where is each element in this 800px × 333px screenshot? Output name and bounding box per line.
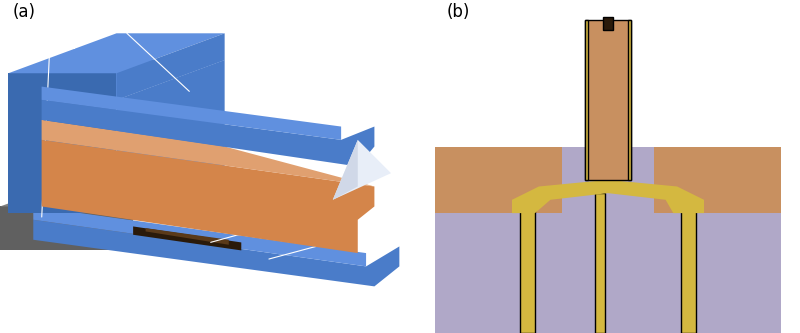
Polygon shape	[333, 140, 358, 200]
Polygon shape	[34, 206, 366, 266]
Polygon shape	[8, 33, 225, 73]
Polygon shape	[8, 100, 117, 213]
Polygon shape	[42, 87, 341, 140]
Polygon shape	[117, 33, 225, 100]
Polygon shape	[42, 100, 374, 166]
Text: Polymer core: Polymer core	[341, 152, 410, 191]
FancyBboxPatch shape	[681, 206, 696, 333]
FancyBboxPatch shape	[520, 206, 535, 333]
Polygon shape	[512, 180, 608, 213]
Polygon shape	[0, 206, 133, 250]
Polygon shape	[133, 226, 242, 250]
Polygon shape	[608, 180, 704, 213]
Polygon shape	[8, 60, 225, 100]
FancyBboxPatch shape	[585, 20, 588, 180]
Polygon shape	[117, 60, 225, 213]
Polygon shape	[146, 228, 229, 245]
Text: Hard thin film: Hard thin film	[269, 225, 413, 259]
Text: Silicon chip: Silicon chip	[20, 39, 80, 217]
Text: 80μm: 80μm	[678, 34, 714, 47]
Polygon shape	[8, 73, 117, 100]
Text: (a): (a)	[13, 3, 35, 21]
FancyBboxPatch shape	[603, 17, 613, 30]
FancyBboxPatch shape	[585, 20, 631, 180]
Polygon shape	[0, 180, 208, 206]
Text: Strain sensor: Strain sensor	[210, 192, 410, 242]
Polygon shape	[435, 147, 781, 333]
Polygon shape	[42, 140, 374, 253]
Text: Hard thin film: Hard thin film	[81, 19, 190, 91]
Polygon shape	[435, 147, 562, 213]
FancyBboxPatch shape	[628, 20, 631, 180]
Polygon shape	[34, 220, 399, 286]
Text: Hard tip: Hard tip	[333, 59, 374, 151]
Polygon shape	[654, 147, 781, 213]
FancyBboxPatch shape	[594, 193, 606, 333]
Polygon shape	[42, 120, 374, 186]
Polygon shape	[333, 140, 391, 200]
Text: (b): (b)	[446, 3, 470, 21]
